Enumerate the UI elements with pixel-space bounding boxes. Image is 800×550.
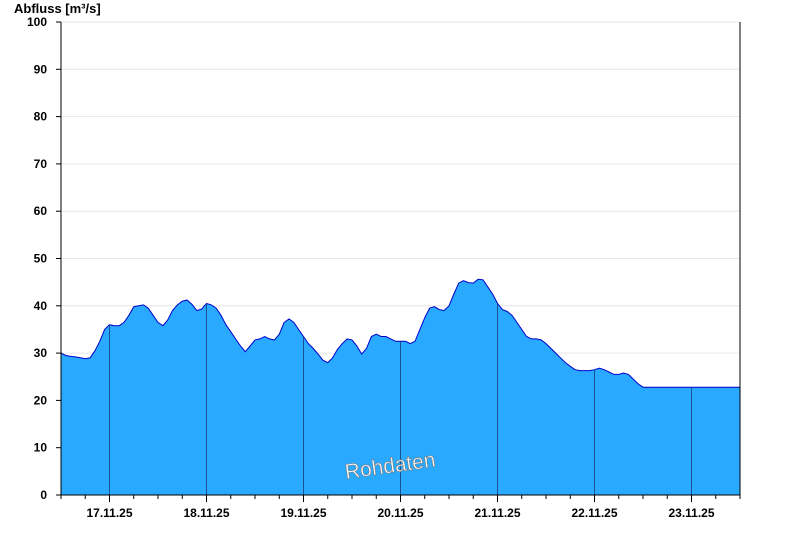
y-tick-label: 90 [34,62,48,76]
x-tick-label: 21.11.25 [474,506,520,520]
x-tick-label: 17.11.25 [86,506,132,520]
y-tick-label: 40 [34,299,48,313]
x-tick-label: 18.11.25 [183,506,229,520]
y-tick-label: 60 [34,204,48,218]
x-tick-label: 19.11.25 [280,506,326,520]
y-tick-label: 50 [34,252,48,266]
y-axis-title: Abfluss [m³/s] [14,1,101,16]
x-tick-label: 22.11.25 [571,506,617,520]
y-tick-label: 30 [34,346,48,360]
y-tick-label: 80 [34,110,48,124]
x-tick-label: 23.11.25 [668,506,714,520]
y-tick-label: 70 [34,157,48,171]
x-tick-label: 20.11.25 [377,506,423,520]
y-ticks: 0 10 20 30 40 50 60 70 80 90 100 [27,15,61,502]
y-tick-label: 10 [34,441,48,455]
day-separator-lines [109,303,692,495]
y-tick-label: 0 [40,488,47,502]
y-tick-label: 20 [34,393,48,407]
x-ticks: 17.11.25 18.11.25 19.11.25 20.11.25 21.11.25… [60,495,741,520]
y-tick-label: 100 [27,15,47,29]
